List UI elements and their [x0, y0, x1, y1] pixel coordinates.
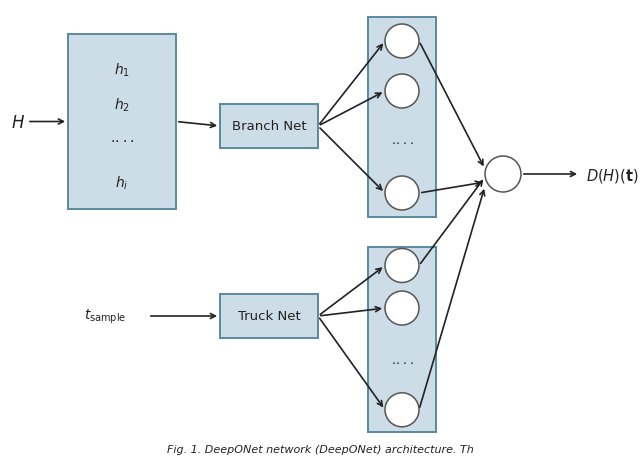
- Text: $\phi_p$: $\phi_p$: [397, 188, 411, 204]
- Text: Branch Net: Branch Net: [232, 120, 307, 133]
- Text: $h_i$: $h_i$: [115, 174, 129, 191]
- Text: $h_1$: $h_1$: [114, 61, 130, 79]
- Text: Fig. 1. DeepONet network (DeepONet) architecture. Th: Fig. 1. DeepONet network (DeepONet) arch…: [166, 444, 474, 454]
- Text: Truck Net: Truck Net: [237, 310, 300, 323]
- Text: $H$: $H$: [11, 113, 25, 131]
- Text: $\cdot\!\cdot\!\cdot\!\cdot$: $\cdot\!\cdot\!\cdot\!\cdot$: [390, 136, 413, 149]
- Text: $\phi_2$: $\phi_2$: [397, 87, 411, 101]
- Circle shape: [485, 156, 521, 193]
- FancyBboxPatch shape: [368, 247, 436, 432]
- Text: $\times$: $\times$: [496, 167, 510, 185]
- Text: $c_1$: $c_1$: [398, 305, 410, 316]
- Circle shape: [385, 249, 419, 283]
- Text: $c_p$: $c_p$: [397, 405, 410, 419]
- FancyBboxPatch shape: [68, 35, 176, 210]
- Circle shape: [385, 176, 419, 211]
- Text: $h_2$: $h_2$: [114, 96, 130, 113]
- Text: $\cdot\!\cdot\!\cdot\!\cdot$: $\cdot\!\cdot\!\cdot\!\cdot$: [390, 356, 413, 369]
- FancyBboxPatch shape: [220, 294, 318, 338]
- Text: $D(H)(\mathbf{t})$: $D(H)(\mathbf{t})$: [586, 167, 639, 185]
- Text: $\phi_1$: $\phi_1$: [397, 37, 411, 51]
- Circle shape: [385, 75, 419, 109]
- Text: $\cdot\!\cdot\!\cdot\!\cdot$: $\cdot\!\cdot\!\cdot\!\cdot$: [109, 133, 134, 147]
- Circle shape: [385, 291, 419, 325]
- Circle shape: [385, 393, 419, 427]
- FancyBboxPatch shape: [220, 105, 318, 149]
- Circle shape: [385, 25, 419, 59]
- Text: $t_{\rm{sample}}$: $t_{\rm{sample}}$: [84, 307, 126, 325]
- FancyBboxPatch shape: [368, 18, 436, 218]
- Text: $c_1$: $c_1$: [398, 262, 410, 274]
